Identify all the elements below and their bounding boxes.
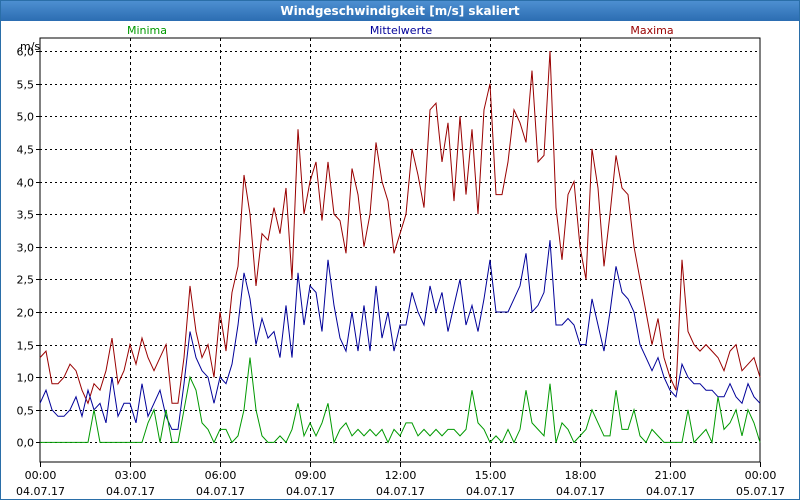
- x-tick-date-label: 04.07.17: [556, 485, 605, 498]
- x-tick-date-label: 04.07.17: [466, 485, 515, 498]
- x-tick-time-label: 18:00: [565, 469, 597, 482]
- y-tick-label: 2,5: [17, 274, 35, 287]
- y-tick-label: 5,0: [17, 111, 35, 124]
- x-tick-date-label: 04.07.17: [16, 485, 65, 498]
- x-tick-time-label: 00:00: [25, 469, 57, 482]
- x-tick-date-label: 04.07.17: [646, 485, 695, 498]
- x-tick-time-label: 03:00: [115, 469, 147, 482]
- x-tick-time-label: 06:00: [205, 469, 237, 482]
- y-tick-label: 4,0: [17, 177, 35, 190]
- x-tick-date-label: 04.07.17: [376, 485, 425, 498]
- x-tick-time-label: 12:00: [385, 469, 417, 482]
- series-line-mittelwerte: [39, 240, 761, 430]
- y-tick-label: 0,5: [17, 405, 35, 418]
- y-tick-label: 4,5: [17, 144, 35, 157]
- x-tick-date-label: 05.07.17: [736, 485, 785, 498]
- x-tick-time-label: 00:00: [745, 469, 777, 482]
- y-tick-label: 3,5: [17, 209, 35, 222]
- series-line-minima: [40, 357, 761, 445]
- legend-entry-mittelwerte: Mittelwerte: [370, 24, 433, 37]
- y-axis-label: m/s: [20, 40, 40, 53]
- x-tick-date-label: 04.07.17: [286, 485, 335, 498]
- series-line-maxima: [39, 50, 761, 405]
- window-title: Windgeschwindigkeit [m/s] skaliert: [1, 1, 799, 21]
- y-tick-label: 1,5: [17, 340, 35, 353]
- y-tick-label: 2,0: [17, 307, 35, 320]
- x-tick-time-label: 09:00: [295, 469, 327, 482]
- legend-entry-minima: Minima: [127, 24, 167, 37]
- y-tick-label: 5,5: [17, 79, 35, 92]
- y-tick-label: 1,0: [17, 372, 35, 385]
- x-tick-time-label: 21:00: [655, 469, 687, 482]
- y-tick-label: 0,0: [17, 437, 35, 450]
- x-tick-time-label: 15:00: [475, 469, 507, 482]
- y-tick-label: 6,0: [17, 46, 35, 59]
- x-tick-date-label: 04.07.17: [196, 485, 245, 498]
- x-tick-date-label: 04.07.17: [106, 485, 155, 498]
- y-tick-label: 3,0: [17, 242, 35, 255]
- legend-entry-maxima: Maxima: [630, 24, 673, 37]
